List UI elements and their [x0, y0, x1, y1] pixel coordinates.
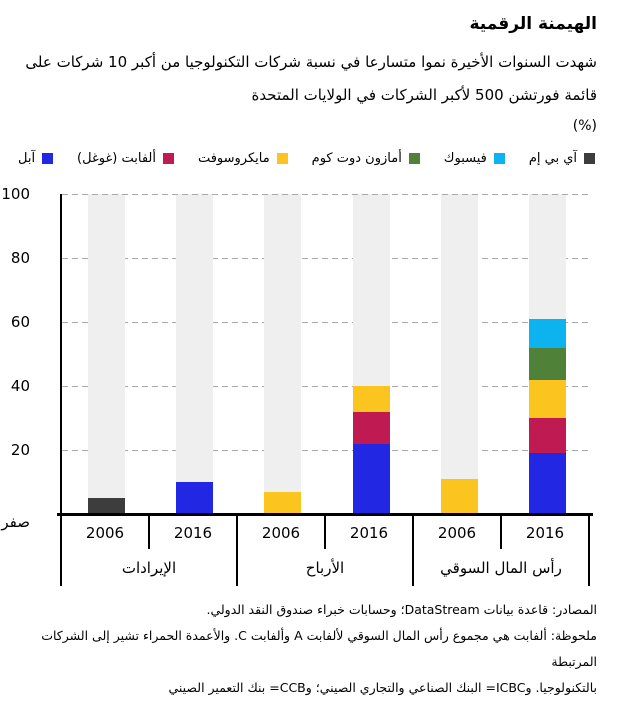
- legend-swatch-amazon-icon: [408, 152, 420, 164]
- bar-segment-alphabet-google: [529, 418, 567, 454]
- chart-subtitle: شهدت السنوات الأخيرة نموا متسارعا في نسب…: [0, 46, 597, 112]
- plot-area: [60, 194, 590, 514]
- legend-item-facebook: فيسبوك: [444, 151, 505, 166]
- legend-label-facebook: فيسبوك: [443, 150, 487, 166]
- year-cell-2006: 2006: [238, 516, 326, 549]
- legend: آي بي إم فيسبوك أمازون دوت كوم مايكروسوفت أل…: [18, 148, 595, 168]
- bar-segment-microsoft: [529, 379, 567, 419]
- legend-swatch-apple-icon: [42, 152, 54, 164]
- unit-label: (%): [572, 118, 597, 134]
- y-tick-100: 100: [1, 185, 30, 203]
- y-tick-20: 20: [10, 441, 30, 459]
- stacked-bar-chart: 100 80 60 40 20 صفر 2006 2016 الإيرادات 2006 2016…: [0, 185, 597, 586]
- bar-الإيرادات-2006: [87, 498, 125, 514]
- y-tick-40: 40: [10, 377, 30, 395]
- legend-swatch-ibm-icon: [584, 152, 595, 164]
- year-row: 2006 2016: [414, 516, 588, 549]
- bar-الإيرادات-2016: [176, 482, 213, 514]
- legend-label-alphabet-google: ألفابت (غوغل): [77, 150, 156, 166]
- bar-segment-facebook: [529, 318, 567, 348]
- y-tick-80: 80: [10, 249, 30, 267]
- axis-group-رأس المال السوقي: 2006 2016 رأس المال السوقي: [414, 516, 590, 586]
- legend-swatch-microsoft-icon: [276, 152, 288, 164]
- year-cell-2016: 2016: [525, 523, 565, 542]
- year-cell-2016: 2016: [349, 523, 389, 542]
- bar-segment-microsoft: [264, 491, 302, 514]
- bar-رأس المال السوقي-2016: [529, 318, 567, 514]
- legend-item-ibm: آي بي إم: [529, 151, 595, 166]
- footnotes: المصادر: قاعدة بيانات DataStream؛ وحسابا…: [0, 597, 597, 701]
- bar-segment-alphabet-google: [352, 411, 390, 444]
- x-axis-line: [57, 513, 593, 516]
- year-cell-2016: 2016: [173, 523, 213, 542]
- legend-item-apple: آبل: [18, 150, 54, 166]
- legend-item-microsoft: مايكروسوفت: [198, 151, 288, 166]
- source-note: المصادر: قاعدة بيانات DataStream؛ وحسابا…: [206, 602, 597, 617]
- background-column: [264, 194, 302, 514]
- bar-segment-apple: [176, 482, 213, 514]
- gridline-60: [62, 322, 590, 323]
- y-tick-60: 60: [10, 313, 30, 331]
- background-column: [87, 194, 125, 514]
- legend-swatch-alphabet-google-icon: [162, 152, 174, 164]
- group-label: رأس المال السوقي: [440, 558, 562, 577]
- x-axis-table: 2006 2016 الإيرادات 2006 2016 الأرباح 2006 2016…: [60, 516, 590, 586]
- background-column: [176, 194, 213, 514]
- year-row: 2006 2016: [62, 516, 236, 549]
- subtitle-line-1: شهدت السنوات الأخيرة نموا متسارعا في نسب…: [25, 53, 597, 71]
- gridline-20: [62, 450, 590, 451]
- legend-label-amazon: أمازون دوت كوم: [311, 150, 402, 166]
- group-label: الإيرادات: [121, 558, 177, 577]
- year-row: 2006 2016: [238, 516, 412, 549]
- y-tick-0: صفر: [1, 513, 30, 531]
- axis-group-الأرباح: 2006 2016 الأرباح: [238, 516, 414, 586]
- bar-الأرباح-2016: [352, 386, 390, 514]
- bar-الأرباح-2006: [264, 491, 302, 514]
- bar-segment-microsoft: [352, 386, 390, 412]
- bar-segment-amazon: [529, 347, 567, 380]
- gridline-40: [62, 386, 590, 387]
- year-cell-2006: 2006: [62, 516, 150, 549]
- bar-segment-microsoft: [441, 478, 478, 514]
- legend-item-alphabet-google: ألفابت (غوغل): [77, 151, 174, 166]
- subtitle-line-2: قائمة فورتشن 500 لأكبر الشركات في الولاي…: [251, 86, 597, 104]
- bar-segment-ibm: [87, 498, 125, 514]
- axis-group-الإيرادات: 2006 2016 الإيرادات: [60, 516, 238, 586]
- group-label: الأرباح: [305, 558, 345, 577]
- legend-label-microsoft: مايكروسوفت: [197, 150, 270, 166]
- legend-label-ibm: آي بي إم: [528, 150, 577, 166]
- bar-segment-apple: [352, 443, 390, 514]
- year-cell-2006: 2006: [414, 516, 502, 549]
- gridline-80: [62, 258, 590, 259]
- bar-segment-apple: [529, 453, 567, 514]
- legend-swatch-facebook-icon: [493, 152, 505, 164]
- legend-item-amazon: أمازون دوت كوم: [312, 151, 420, 166]
- chart-title: الهيمنة الرقمية: [469, 14, 598, 34]
- note-line-2: بالتكنولوجيا. وICBC= البنك الصناعي والتج…: [168, 680, 597, 695]
- legend-label-apple: آبل: [18, 150, 36, 166]
- background-column: [441, 194, 478, 514]
- note-line-1: ملحوظة: ألفابت هي مجموع رأس المال السوقي…: [41, 628, 597, 669]
- bar-رأس المال السوقي-2006: [441, 478, 478, 514]
- gridline-100: [62, 194, 590, 195]
